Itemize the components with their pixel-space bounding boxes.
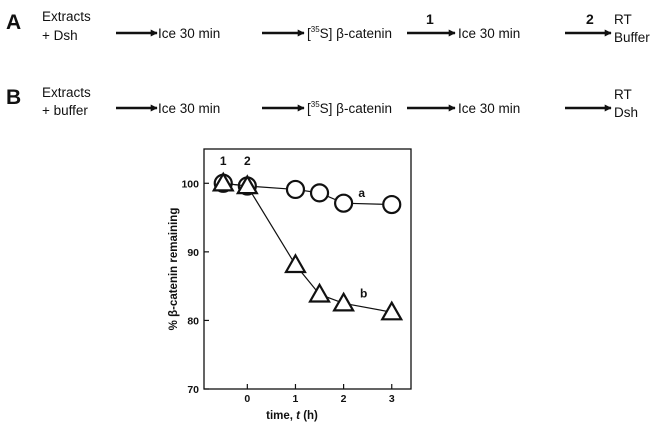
series-b-point — [284, 253, 307, 274]
series-a-label: a — [358, 186, 365, 200]
y-tick-label: 70 — [187, 384, 199, 396]
series-b-label: b — [360, 287, 367, 301]
panel-a-step1: Ice 30 min — [158, 26, 220, 41]
panel-b-letter: B — [6, 86, 21, 109]
panel-b-step2: [35S] β-catenin — [307, 100, 392, 116]
time-marker-label: 1 — [220, 154, 227, 168]
panel-a-step2: [35S] β-catenin — [307, 25, 392, 41]
panel-a-end-line2: Buffer — [614, 30, 650, 45]
y-tick-label: 80 — [187, 315, 199, 327]
panel-a: A Extracts + Dsh Ice 30 min [35S] β-cate… — [6, 9, 650, 45]
series-layer: ab — [211, 171, 404, 321]
y-tick-label: 100 — [181, 178, 199, 190]
series-b-point — [332, 291, 356, 312]
x-tick-label: 0 — [244, 393, 250, 405]
series-b-point — [235, 174, 259, 195]
series-a-point — [382, 194, 402, 215]
panel-a-step3: Ice 30 min — [458, 26, 520, 41]
y-axis: 70 80 90 100 — [181, 178, 209, 396]
panel-a-end-line1: RT — [614, 12, 632, 27]
series-a-point — [285, 179, 306, 200]
panel-a-arrow-3-label: 1 — [426, 11, 434, 27]
series-b-point — [308, 282, 331, 303]
panel-b: B Extracts + buffer Ice 30 min [35S] β-c… — [6, 85, 638, 120]
series-a-point — [334, 193, 354, 213]
panel-b-step1: Ice 30 min — [158, 101, 220, 116]
series-b-point — [211, 171, 235, 192]
x-axis-title: time, t (h) — [266, 410, 318, 422]
x-tick-label: 1 — [293, 393, 299, 405]
panel-b-end-line2: Dsh — [614, 105, 638, 120]
panel-a-letter: A — [6, 11, 21, 34]
x-axis: 0 1 2 3 — [244, 384, 395, 405]
plot-frame — [203, 148, 412, 390]
x-tick-label: 3 — [389, 393, 395, 405]
panel-b-start-line1: Extracts — [42, 85, 91, 100]
y-tick-label: 90 — [187, 247, 199, 259]
panel-b-step3: Ice 30 min — [458, 101, 520, 116]
panel-b-end-line1: RT — [614, 87, 632, 102]
y-axis-title: % β-catenin remaining — [168, 208, 180, 331]
x-tick-label: 2 — [341, 393, 347, 405]
series-a-point — [309, 183, 330, 203]
panel-a-arrow-4-label: 2 — [586, 11, 594, 27]
series-b-point — [380, 300, 404, 321]
panel-a-start-line1: Extracts — [42, 9, 91, 24]
panel-b-start-line2: + buffer — [42, 103, 88, 118]
panel-a-start-line2: + Dsh — [42, 28, 78, 43]
time-marker-label: 2 — [244, 154, 251, 168]
